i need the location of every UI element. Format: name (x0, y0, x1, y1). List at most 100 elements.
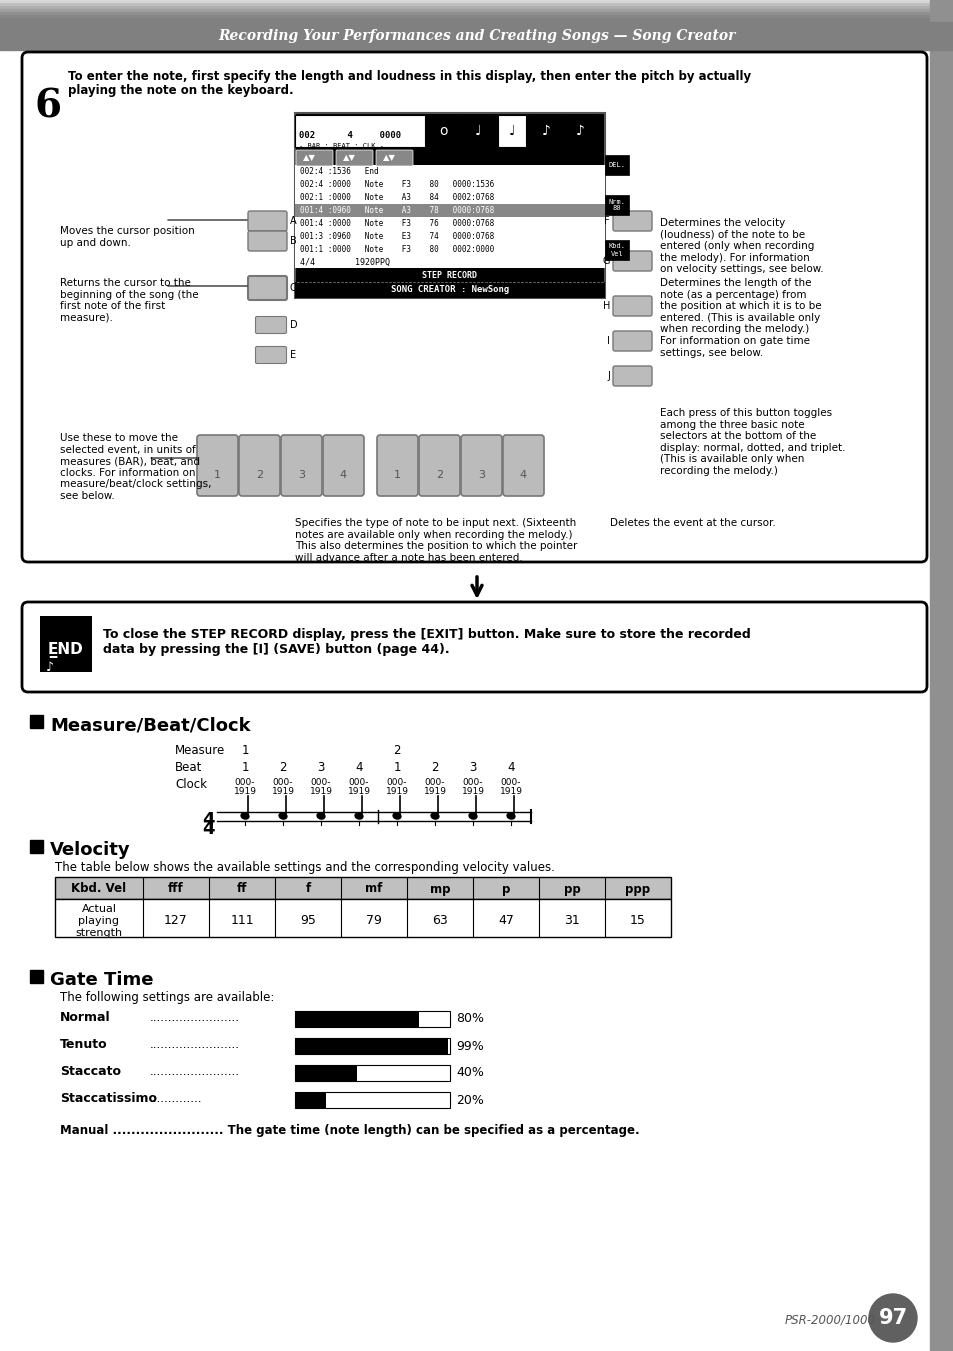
FancyBboxPatch shape (281, 435, 322, 496)
Bar (604, 240, 628, 259)
Text: 1919: 1919 (499, 788, 522, 796)
Bar (0, 22, 953, 50)
Bar (294, 178, 604, 190)
Text: 2: 2 (393, 744, 400, 757)
FancyBboxPatch shape (22, 603, 926, 692)
Text: Actual
playing
strength: Actual playing strength (75, 904, 122, 938)
FancyBboxPatch shape (255, 316, 286, 334)
FancyBboxPatch shape (323, 435, 364, 496)
Text: 4: 4 (507, 761, 515, 774)
Text: ..............: .............. (150, 1092, 202, 1105)
Text: Returns the cursor to the
beginning of the song (the
first note of the first
mea: Returns the cursor to the beginning of t… (60, 278, 198, 323)
Text: 80%: 80% (456, 1012, 483, 1025)
Text: 1919: 1919 (347, 788, 370, 796)
Text: Manual ........................ The gate time (note length) can be specified as : Manual ........................ The gate… (60, 1124, 639, 1138)
Text: 31: 31 (563, 915, 579, 928)
Text: J: J (606, 372, 609, 381)
Text: 3: 3 (297, 470, 305, 480)
Bar (30, 715, 43, 728)
Text: ▲▼: ▲▼ (302, 154, 315, 162)
Text: 3: 3 (469, 761, 476, 774)
Text: 40%: 40% (456, 1066, 483, 1079)
Text: 3: 3 (317, 761, 324, 774)
Text: ♪: ♪ (46, 661, 54, 674)
Text: Measure: Measure (174, 744, 225, 757)
Text: Tenuto: Tenuto (60, 1038, 108, 1051)
Text: 1919: 1919 (385, 788, 408, 796)
Text: ........................: ........................ (150, 1065, 240, 1078)
Bar (0, 0, 953, 3)
Bar (294, 254, 604, 267)
FancyBboxPatch shape (502, 435, 543, 496)
Text: Determines the velocity
(loudness) of the note to be
entered (only when recordin: Determines the velocity (loudness) of th… (659, 218, 822, 274)
Bar (294, 255, 604, 267)
FancyBboxPatch shape (613, 331, 651, 351)
Text: 002:1 :0000   Note    A3    84   0002:0768: 002:1 :0000 Note A3 84 0002:0768 (299, 193, 494, 203)
Bar (30, 840, 43, 852)
Text: 1919: 1919 (233, 788, 256, 796)
Bar (294, 1092, 326, 1108)
Text: 63: 63 (432, 915, 447, 928)
Ellipse shape (507, 813, 515, 819)
FancyBboxPatch shape (196, 435, 237, 496)
Text: ♪: ♪ (575, 124, 584, 138)
FancyBboxPatch shape (248, 276, 287, 300)
Text: Use these to move the
selected event, in units of
measures (BAR), beat, and
cloc: Use these to move the selected event, in… (60, 434, 212, 501)
Text: SONG CREATOR : NewSong: SONG CREATOR : NewSong (391, 285, 509, 295)
Text: pp: pp (563, 882, 579, 896)
Text: 1: 1 (241, 744, 249, 757)
Bar (294, 115, 424, 147)
Text: o: o (439, 124, 448, 138)
FancyBboxPatch shape (335, 150, 373, 166)
Text: 002      4     0000: 002 4 0000 (298, 131, 400, 141)
Text: Gate Time: Gate Time (50, 971, 153, 989)
Bar (604, 195, 628, 215)
Text: 47: 47 (497, 915, 514, 928)
Bar (294, 204, 604, 218)
Text: 000-: 000- (462, 778, 483, 788)
Bar (294, 1065, 356, 1081)
Text: Each press of this button toggles
among the three basic note
selectors at the bo: Each press of this button toggles among … (659, 408, 844, 476)
Ellipse shape (431, 813, 438, 819)
Text: 000-: 000- (349, 778, 369, 788)
Text: Moves the cursor position
up and down.: Moves the cursor position up and down. (60, 226, 194, 247)
Text: 4: 4 (202, 811, 214, 830)
Text: C: C (290, 282, 296, 293)
Bar (0, 15, 953, 18)
Text: ff: ff (236, 882, 247, 896)
Text: E̲ND: E̲ND (48, 642, 84, 658)
Text: A: A (290, 216, 296, 226)
Bar (929, 0, 953, 1351)
Text: D: D (290, 320, 297, 330)
Bar (0, 3, 953, 5)
Bar (294, 243, 604, 255)
Text: 2: 2 (431, 761, 438, 774)
Bar (294, 190, 604, 204)
Bar (294, 1011, 450, 1027)
Text: 3: 3 (477, 470, 484, 480)
Text: Beat: Beat (174, 761, 202, 774)
Bar (294, 1092, 450, 1108)
Text: 1919: 1919 (309, 788, 333, 796)
Text: Nrm.
80: Nrm. 80 (608, 199, 625, 212)
Text: 97: 97 (878, 1308, 906, 1328)
Text: 2: 2 (255, 470, 263, 480)
Text: B: B (290, 236, 296, 246)
Text: 127: 127 (164, 915, 188, 928)
Text: 000-: 000- (500, 778, 520, 788)
Ellipse shape (241, 813, 249, 819)
Text: 2: 2 (436, 470, 442, 480)
Text: F: F (604, 216, 609, 226)
Text: 000-: 000- (386, 778, 407, 788)
Bar (40, 616, 91, 671)
Text: playing the note on the keyboard.: playing the note on the keyboard. (68, 84, 294, 97)
FancyBboxPatch shape (460, 435, 501, 496)
Text: H: H (602, 301, 609, 311)
Bar (0, 5, 953, 9)
Text: Kbd. Vel: Kbd. Vel (71, 882, 127, 896)
Text: 6: 6 (34, 88, 62, 126)
Text: Measure/Beat/Clock: Measure/Beat/Clock (50, 716, 251, 734)
Bar (430, 115, 457, 147)
FancyBboxPatch shape (248, 231, 287, 251)
Text: 4: 4 (202, 820, 214, 838)
